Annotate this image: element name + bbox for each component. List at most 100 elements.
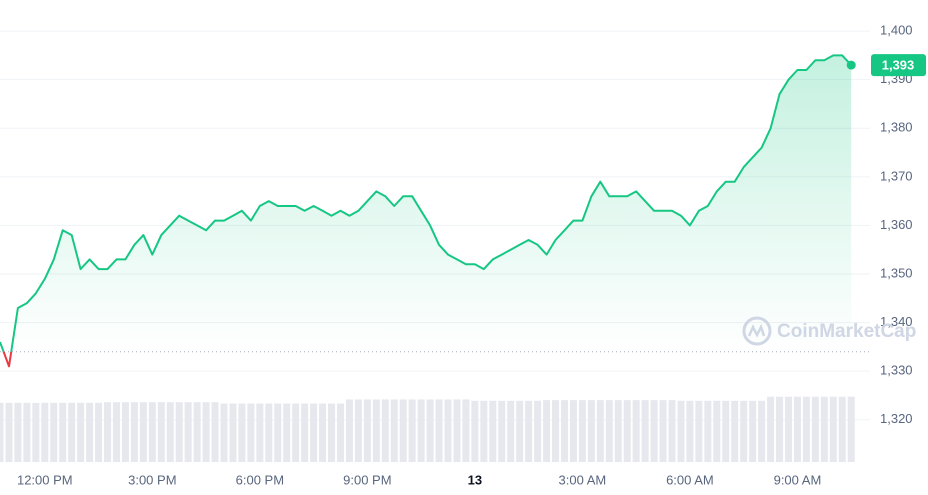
volume-bar [256, 403, 264, 462]
volume-bar [749, 400, 757, 462]
volume-bar [5, 402, 13, 462]
volume-bar [408, 399, 416, 462]
volume-bar [301, 403, 309, 462]
volume-bar [104, 402, 112, 462]
volume-bar [50, 402, 58, 462]
volume-bar [426, 399, 434, 462]
volume-bar [435, 399, 443, 462]
y-tick-label: 1,340 [880, 314, 913, 329]
volume-bar [471, 400, 479, 462]
volume-bar [336, 403, 344, 462]
volume-bar [175, 402, 183, 462]
volume-bar [59, 402, 67, 462]
volume-bar [211, 402, 219, 462]
volume-bar [677, 400, 685, 462]
volume-bar [265, 403, 273, 462]
volume-bar [802, 396, 810, 462]
volume-bar [578, 400, 586, 462]
watermark: CoinMarketCap [742, 316, 916, 346]
volume-bar [632, 400, 640, 462]
x-tick-label: 12:00 PM [17, 472, 73, 487]
volume-bar [784, 396, 792, 462]
volume-bar [480, 400, 488, 462]
volume-bar [605, 400, 613, 462]
volume-bar [390, 399, 398, 462]
y-tick-label: 1,330 [880, 363, 913, 378]
volume-bar [516, 400, 524, 462]
x-tick-label: 6:00 AM [666, 472, 714, 487]
y-tick-label: 1,380 [880, 120, 913, 135]
y-tick-label: 1,400 [880, 23, 913, 38]
volume-bar [229, 403, 237, 462]
volume-bar [534, 400, 542, 462]
x-tick-label: 3:00 PM [128, 472, 176, 487]
volume-bar [659, 400, 667, 462]
volume-bar [184, 402, 192, 462]
volume-bar [328, 403, 336, 462]
volume-bar [23, 402, 31, 462]
volume-bar [381, 399, 389, 462]
volume-bar [498, 400, 506, 462]
volume-bar [811, 396, 819, 462]
x-tick-label: 9:00 PM [343, 472, 391, 487]
volume-bar [560, 400, 568, 462]
volume-bar [614, 400, 622, 462]
volume-bar [829, 396, 837, 462]
volume-bar [41, 402, 49, 462]
volume-bar [641, 400, 649, 462]
y-tick-label: 1,370 [880, 168, 913, 183]
volume-bar [77, 402, 85, 462]
volume-bar [399, 399, 407, 462]
volume-bar [283, 403, 291, 462]
x-tick-label: 13 [468, 472, 482, 487]
volume-bar [130, 402, 138, 462]
volume-bar [462, 399, 470, 462]
volume-bar [740, 400, 748, 462]
price-badge-label: 1,393 [882, 58, 915, 73]
volume-bar [68, 402, 76, 462]
volume-bar [238, 403, 246, 462]
volume-bar [220, 403, 228, 462]
volume-bar [417, 399, 425, 462]
price-line [0, 54, 852, 352]
y-tick-label: 1,360 [880, 217, 913, 232]
volume-bar [767, 396, 775, 462]
volume-bar [489, 400, 497, 462]
volume-bar [372, 399, 380, 462]
volume-bar [704, 400, 712, 462]
volume-bar [354, 399, 362, 462]
volume-bar [820, 396, 828, 462]
volume-bar [668, 400, 676, 462]
volume-bar [86, 402, 94, 462]
volume-bar [847, 396, 855, 462]
watermark-text: CoinMarketCap [777, 321, 916, 342]
price-area [0, 55, 852, 352]
volume-bar [686, 400, 694, 462]
volume-bar [310, 403, 318, 462]
volume-bar [139, 402, 147, 462]
volume-bar [453, 399, 461, 462]
volume-bar [247, 403, 255, 462]
volume-bar [202, 402, 210, 462]
volume-bar [731, 400, 739, 462]
volume-bar [319, 403, 327, 462]
volume-bar [587, 400, 595, 462]
volume-bar [507, 400, 515, 462]
volume-bar [569, 400, 577, 462]
volume-bar [525, 400, 533, 462]
volume-bar [14, 402, 22, 462]
volume-bar [363, 399, 371, 462]
volume-bar [838, 396, 846, 462]
volume-bar [650, 400, 658, 462]
volume-bar [0, 402, 4, 462]
volume-bar [121, 402, 129, 462]
volume-bar [444, 399, 452, 462]
y-tick-label: 1,320 [880, 411, 913, 426]
y-tick-label: 1,350 [880, 265, 913, 280]
volume-bar [112, 402, 120, 462]
volume-bar [157, 402, 165, 462]
volume-bar [95, 402, 103, 462]
volume-bar [695, 400, 703, 462]
volume-bar [292, 403, 300, 462]
volume-bar [776, 396, 784, 462]
